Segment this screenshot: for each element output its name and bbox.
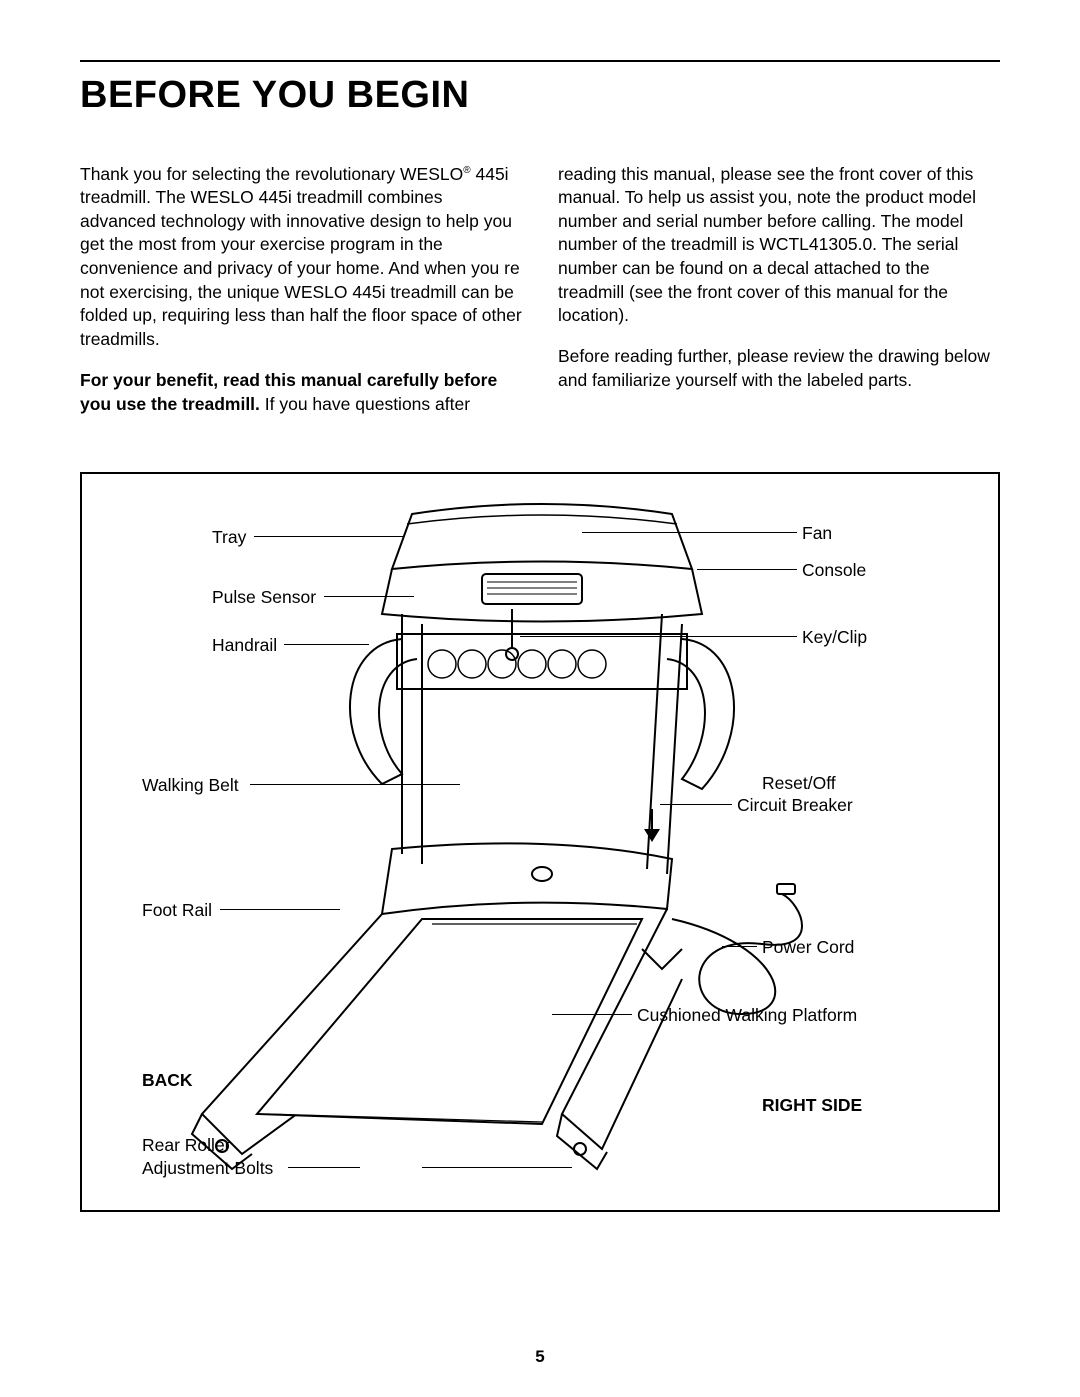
column-right: reading this manual, please see the fron… bbox=[558, 145, 1000, 434]
label-console: Console bbox=[802, 559, 866, 582]
label-key-clip: Key/Clip bbox=[802, 626, 867, 649]
front-cover-paragraph: reading this manual, please see the fron… bbox=[558, 163, 1000, 328]
label-right-side: RIGHT SIDE bbox=[762, 1094, 862, 1117]
column-left: Thank you for selecting the revolutionar… bbox=[80, 145, 522, 434]
page-number: 5 bbox=[0, 1347, 1080, 1367]
parts-diagram: Tray Pulse Sensor Handrail Walking Belt … bbox=[80, 472, 1000, 1212]
label-foot-rail: Foot Rail bbox=[142, 899, 212, 922]
body-columns: Thank you for selecting the revolutionar… bbox=[80, 145, 1000, 434]
label-handrail: Handrail bbox=[212, 634, 277, 657]
treadmill-illustration bbox=[82, 474, 1000, 1212]
label-tray: Tray bbox=[212, 526, 246, 549]
read-manual-paragraph: For your benefit, read this manual caref… bbox=[80, 369, 522, 416]
label-circuit-breaker: Circuit Breaker bbox=[737, 794, 853, 817]
review-drawing-paragraph: Before reading further, please review th… bbox=[558, 345, 1000, 392]
label-cushioned-walking-platform: Cushioned Walking Platform bbox=[637, 1004, 857, 1027]
label-reset-off: Reset/Off bbox=[762, 772, 836, 795]
page-title: BEFORE YOU BEGIN bbox=[80, 74, 1000, 117]
label-rear-roller: Rear Roller bbox=[142, 1134, 231, 1157]
label-adjustment-bolts: Adjustment Bolts bbox=[142, 1157, 273, 1180]
intro-paragraph: Thank you for selecting the revolutionar… bbox=[80, 163, 522, 352]
label-power-cord: Power Cord bbox=[762, 936, 854, 959]
label-pulse-sensor: Pulse Sensor bbox=[212, 586, 316, 609]
label-back: BACK bbox=[142, 1069, 193, 1092]
label-fan: Fan bbox=[802, 522, 832, 545]
label-walking-belt: Walking Belt bbox=[142, 774, 239, 797]
